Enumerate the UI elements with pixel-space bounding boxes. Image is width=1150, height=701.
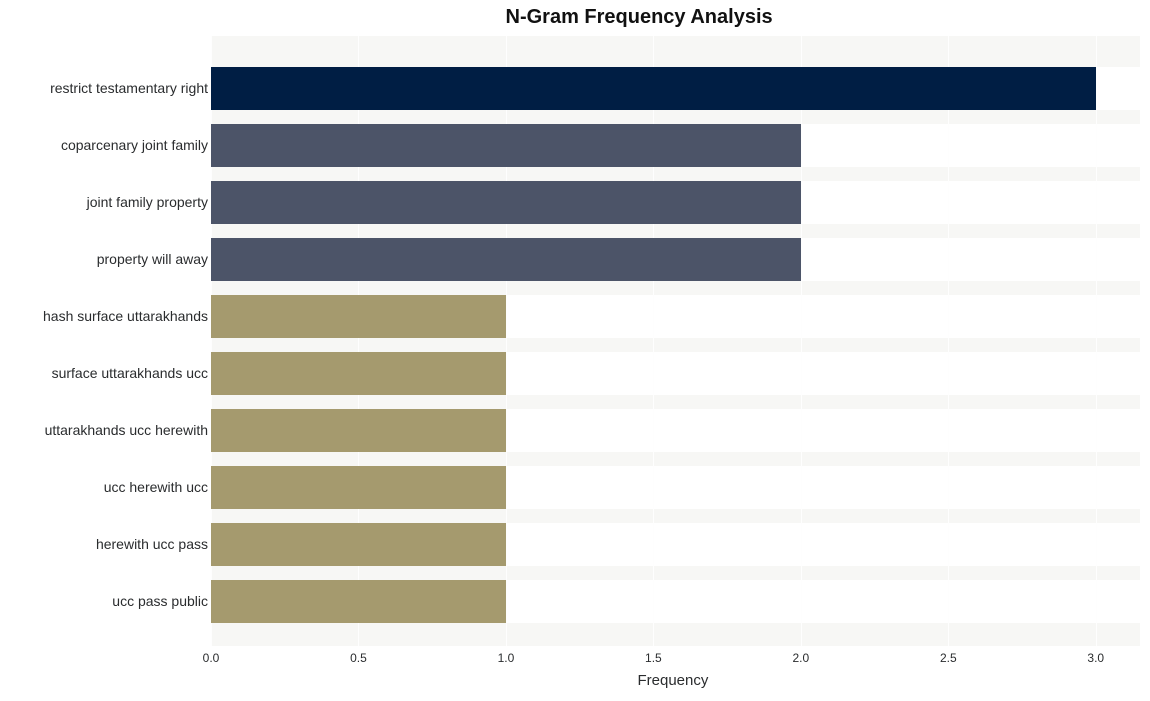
x-tick-label: 0.5 (350, 651, 367, 665)
gridline (801, 36, 802, 646)
x-tick-label: 2.0 (792, 651, 809, 665)
axis-band (211, 623, 1140, 647)
axis-band (211, 224, 1140, 238)
axis-band (211, 36, 1140, 67)
bar (211, 67, 1096, 110)
y-tick-label: herewith ucc pass (96, 536, 208, 552)
gridline (1096, 36, 1097, 646)
x-tick-label: 1.0 (498, 651, 515, 665)
bar (211, 466, 506, 509)
axis-band (211, 395, 1140, 409)
axis-band (211, 167, 1140, 181)
y-tick-label: uttarakhands ucc herewith (45, 422, 208, 438)
bar (211, 580, 506, 623)
axis-band (211, 566, 1140, 580)
x-tick-label: 3.0 (1087, 651, 1104, 665)
y-tick-label: restrict testamentary right (50, 80, 208, 96)
plot-area (211, 36, 1140, 646)
y-tick-label: surface uttarakhands ucc (52, 365, 208, 381)
x-axis-label: Frequency (0, 672, 1150, 689)
axis-band (211, 110, 1140, 124)
bar (211, 352, 506, 395)
y-tick-label: coparcenary joint family (61, 137, 208, 153)
bar (211, 238, 801, 281)
axis-band (211, 281, 1140, 295)
bar (211, 409, 506, 452)
x-tick-label: 1.5 (645, 651, 662, 665)
ngram-frequency-chart: N-Gram Frequency Analysis restrict testa… (0, 0, 1150, 701)
chart-title: N-Gram Frequency Analysis (0, 6, 1150, 29)
y-tick-label: joint family property (87, 194, 208, 210)
axis-band (211, 509, 1140, 523)
bar (211, 124, 801, 167)
y-tick-label: ucc pass public (112, 593, 208, 609)
bar (211, 523, 506, 566)
x-tick-label: 2.5 (940, 651, 957, 665)
bar (211, 181, 801, 224)
y-tick-label: property will away (97, 251, 208, 267)
gridline (948, 36, 949, 646)
axis-band (211, 338, 1140, 352)
y-tick-label: hash surface uttarakhands (43, 308, 208, 324)
x-tick-label: 0.0 (203, 651, 220, 665)
bar (211, 295, 506, 338)
axis-band (211, 452, 1140, 466)
y-tick-label: ucc herewith ucc (104, 479, 208, 495)
